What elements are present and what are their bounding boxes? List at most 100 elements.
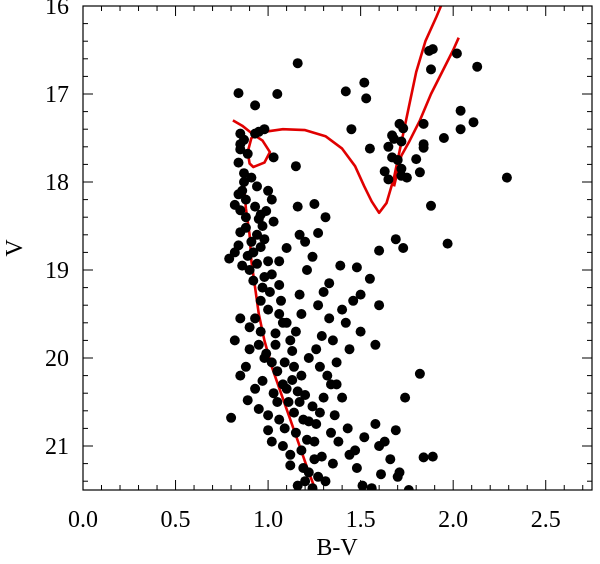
data-point [313, 300, 324, 311]
data-point [292, 58, 303, 69]
data-point [250, 383, 261, 394]
data-point [235, 144, 246, 155]
data-point [418, 142, 429, 153]
data-point [303, 416, 314, 427]
data-point [314, 407, 325, 418]
data-point [351, 262, 362, 273]
data-point [331, 379, 342, 390]
data-point [289, 361, 299, 372]
data-point [253, 339, 264, 350]
data-point [257, 282, 268, 293]
data-point [277, 441, 288, 451]
data-point [244, 265, 255, 275]
x-tick-label: 1.0 [253, 507, 283, 533]
y-tick-label: 17 [45, 82, 69, 108]
data-point [344, 344, 355, 355]
data-point [239, 177, 249, 187]
data-point [250, 313, 261, 324]
data-point [261, 206, 272, 216]
data-point [242, 395, 253, 406]
data-point [239, 134, 249, 145]
data-point [370, 419, 381, 429]
data-point [455, 105, 466, 116]
data-point [401, 172, 412, 183]
data-point [342, 423, 353, 434]
data-point [366, 483, 377, 490]
data-point [268, 216, 279, 227]
data-point [226, 412, 237, 423]
y-tick-label: 16 [45, 0, 69, 20]
data-point [394, 118, 405, 129]
data-point [327, 335, 338, 346]
data-point [355, 326, 366, 337]
data-point [442, 238, 453, 249]
data-point [324, 278, 335, 289]
data-point [248, 247, 259, 258]
data-point [257, 221, 268, 231]
data-point [318, 287, 329, 297]
data-point [272, 89, 283, 99]
data-point [290, 427, 301, 438]
data-point [357, 480, 368, 490]
data-point [296, 309, 307, 319]
data-point [266, 194, 277, 205]
data-point [259, 272, 270, 282]
data-point [355, 289, 366, 300]
data-point [374, 245, 385, 256]
data-point [235, 370, 246, 381]
data-point [300, 390, 311, 400]
data-point [274, 280, 285, 290]
y-tick-labels: 16 17 18 19 20 21 [45, 0, 69, 460]
data-point [351, 463, 362, 473]
data-point [300, 236, 311, 247]
data-point [235, 205, 246, 216]
data-point [468, 117, 479, 128]
data-point [272, 366, 283, 377]
data-point [318, 392, 329, 403]
x-tick-label: 1.5 [346, 507, 376, 533]
data-point [333, 436, 344, 447]
data-point [309, 436, 320, 447]
data-point [337, 392, 348, 403]
data-point [320, 476, 331, 487]
data-point [229, 335, 240, 346]
x-axis-title: B-V [316, 535, 358, 561]
data-point [279, 357, 290, 368]
data-point [396, 136, 407, 147]
data-point [233, 88, 244, 99]
data-point [233, 189, 244, 200]
data-point [307, 483, 318, 490]
data-point [292, 201, 303, 212]
data-point [390, 234, 401, 245]
x-tick-label: 2.0 [438, 507, 468, 533]
axis-ticks [82, 5, 592, 490]
data-point [294, 229, 305, 240]
data-point [361, 93, 372, 104]
y-tick-label: 21 [45, 434, 69, 460]
data-point [240, 361, 251, 372]
y-tick-label: 19 [45, 258, 69, 284]
data-point [250, 100, 261, 111]
data-point [350, 445, 361, 456]
isochrone-line-2 [392, 37, 460, 187]
data-point [246, 236, 257, 247]
data-point [324, 313, 335, 324]
data-point [320, 212, 331, 223]
data-point [287, 346, 298, 356]
data-point [322, 370, 333, 381]
data-point [398, 243, 409, 253]
data-point [379, 166, 390, 177]
data-point [374, 441, 385, 451]
data-point [300, 476, 311, 487]
isochrone-line-1 [232, 6, 443, 215]
data-point [264, 287, 275, 297]
data-point [298, 463, 309, 473]
data-point [396, 163, 407, 174]
data-point [253, 404, 264, 414]
data-point [290, 326, 301, 337]
data-point [411, 154, 422, 165]
data-point [364, 143, 375, 154]
data-point [314, 361, 325, 372]
data-point [268, 388, 279, 399]
